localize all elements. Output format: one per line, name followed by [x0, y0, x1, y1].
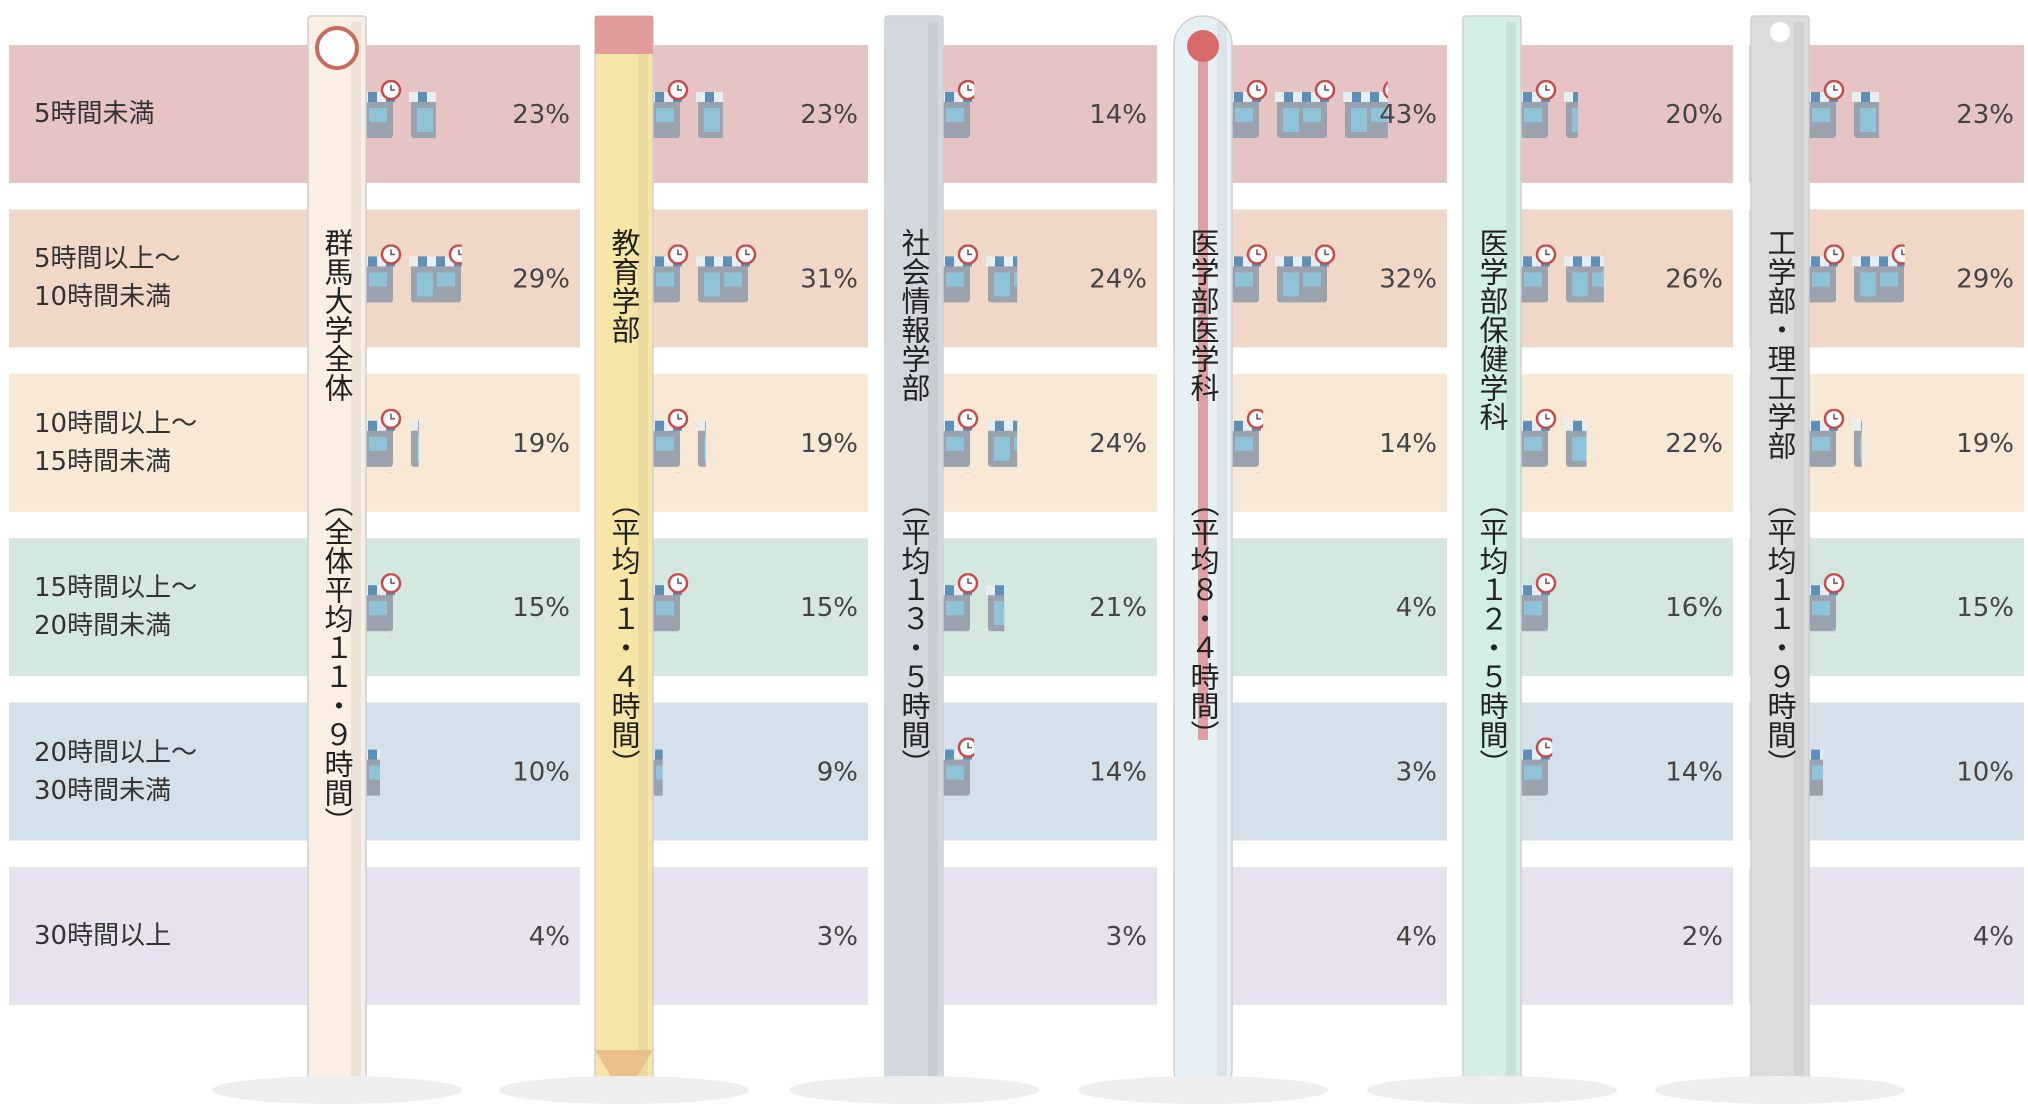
value-label: 14% — [1089, 100, 1147, 130]
value-label: 19% — [512, 429, 570, 459]
value-label: 9% — [817, 758, 858, 788]
pillar-average: （平均１３・５時間） — [897, 488, 931, 778]
value-label: 29% — [512, 264, 570, 294]
value-label: 23% — [1956, 100, 2014, 130]
hole — [1770, 22, 1790, 42]
pillar-average: （全体平均１１・９時間） — [320, 488, 354, 836]
value-label: 26% — [1665, 264, 1723, 294]
pillar-average: （平均８・４時間） — [1186, 488, 1220, 749]
row-label: 15時間以上～ 20時間未満 — [34, 538, 294, 676]
value-label: 3% — [817, 922, 858, 952]
chart: 23% 29% 19% 15% 10% 4% 23% 31% 19% 15% 9% 3% 14% 24% 2… — [0, 0, 2028, 1108]
row-label: 5時間以上～ 10時間未満 — [34, 209, 294, 347]
value-label: 31% — [800, 264, 858, 294]
ground — [1078, 1076, 1328, 1104]
value-label: 23% — [800, 100, 858, 130]
bulb — [1187, 30, 1219, 62]
value-label: 4% — [1973, 922, 2014, 952]
ground — [789, 1076, 1039, 1104]
row-label: 5時間未満 — [34, 45, 294, 183]
value-label: 4% — [1396, 922, 1437, 952]
value-label: 10% — [1956, 758, 2014, 788]
page: 23% 29% 19% 15% 10% 4% 23% 31% 19% 15% 9% 3% 14% 24% 2… — [0, 0, 2028, 1108]
value-label: 14% — [1665, 758, 1723, 788]
value-label: 20% — [1665, 100, 1723, 130]
pillar-name: 群馬大学全体 — [320, 228, 354, 402]
value-label: 4% — [529, 922, 570, 952]
value-label: 21% — [1089, 593, 1147, 623]
value-label: 19% — [800, 429, 858, 459]
value-label: 15% — [512, 593, 570, 623]
pillar-name: 教育学部 — [607, 228, 641, 344]
value-label: 15% — [800, 593, 858, 623]
pillar-average: （平均１１・４時間） — [607, 488, 641, 778]
value-label: 14% — [1379, 429, 1437, 459]
pillar-name: 医学部保健学科 — [1475, 228, 1509, 431]
value-label: 23% — [512, 100, 570, 130]
value-label: 29% — [1956, 264, 2014, 294]
ground — [499, 1076, 749, 1104]
value-label: 3% — [1106, 922, 1147, 952]
value-label: 10% — [512, 758, 570, 788]
value-label: 15% — [1956, 593, 2014, 623]
value-label: 3% — [1396, 758, 1437, 788]
value-label: 4% — [1396, 593, 1437, 623]
value-label: 43% — [1379, 100, 1437, 130]
value-label: 2% — [1682, 922, 1723, 952]
ground — [1367, 1076, 1617, 1104]
value-label: 24% — [1089, 429, 1147, 459]
row-label: 20時間以上～ 30時間未満 — [34, 703, 294, 841]
pillar-name: 工学部・理工学部 — [1763, 228, 1797, 460]
ground — [212, 1076, 462, 1104]
value-label: 14% — [1089, 758, 1147, 788]
pillar-name: 社会情報学部 — [897, 228, 931, 402]
pillar-average: （平均１１・９時間） — [1763, 488, 1797, 778]
ground — [1655, 1076, 1905, 1104]
pillar-name: 医学部医学科 — [1186, 228, 1220, 402]
value-label: 22% — [1665, 429, 1723, 459]
pillar-average: （平均１２・５時間） — [1475, 488, 1509, 778]
clock — [317, 28, 357, 68]
value-label: 19% — [1956, 429, 2014, 459]
eraser — [595, 16, 653, 54]
value-label: 16% — [1665, 593, 1723, 623]
row-label: 10時間以上～ 15時間未満 — [34, 374, 294, 512]
value-label: 32% — [1379, 264, 1437, 294]
value-label: 24% — [1089, 264, 1147, 294]
row-label: 30時間以上 — [34, 867, 294, 1005]
